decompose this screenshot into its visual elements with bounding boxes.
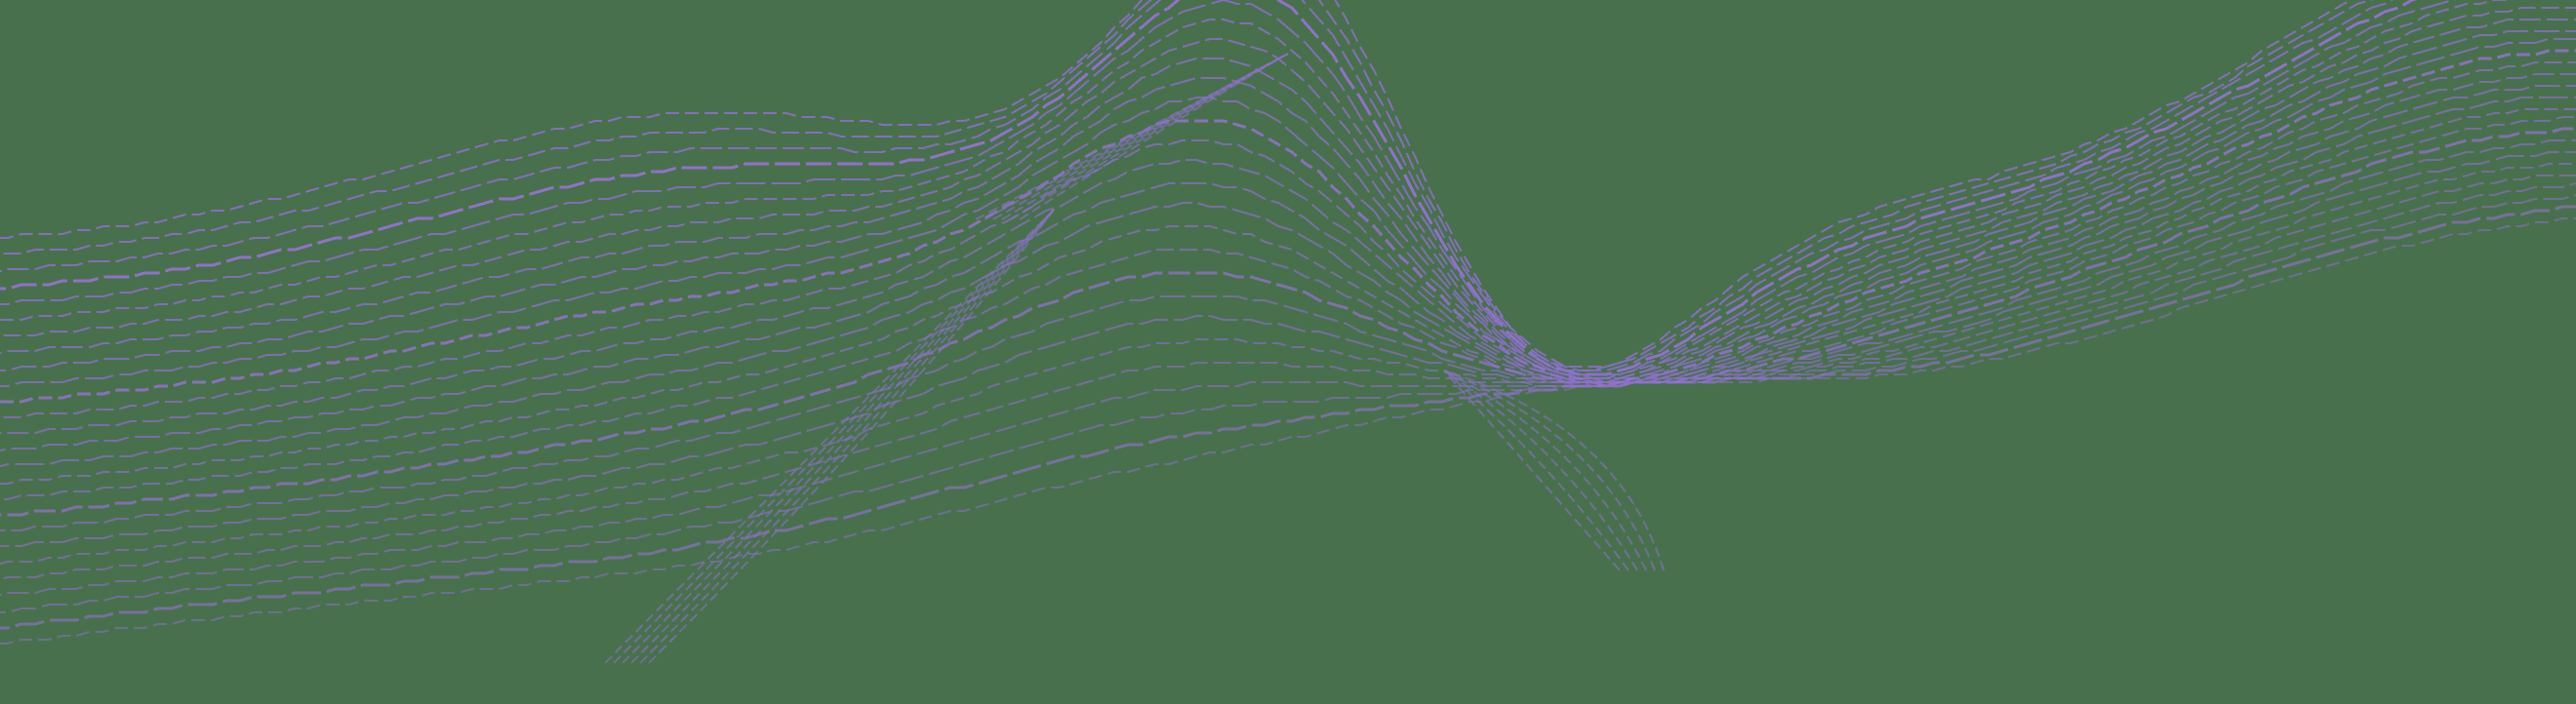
wave-beam-line: [1443, 370, 1638, 571]
wave-line: [0, 182, 2576, 597]
wave-line: [0, 127, 2576, 517]
wave-beam-line: [648, 209, 1055, 664]
wave-line: [0, 108, 2576, 485]
wave-beam-line: [622, 209, 1055, 664]
wave-line: [0, 139, 2576, 531]
wave-beam-line: [1443, 370, 1630, 571]
wave-line: [0, 194, 2576, 613]
wave-line: [0, 217, 2576, 645]
wave-line: [0, 0, 2354, 368]
wave-line: [0, 97, 2576, 468]
wave-line: [0, 0, 2512, 379]
wave-line: [0, 163, 2576, 566]
wave-lines-group: [0, 0, 2576, 664]
wave-beam-line: [630, 209, 1055, 664]
wave-line: [0, 73, 2576, 434]
wave-line: [0, 49, 2576, 404]
wave-line: [0, 61, 2576, 418]
wave-line: [0, 38, 2576, 387]
wave-line: [0, 85, 2576, 452]
wave-line: [0, 205, 2576, 630]
wave-beam-line: [613, 209, 1055, 664]
wave-line: [0, 7, 2576, 379]
wave-beam-line: [1443, 370, 1621, 571]
wave-beam-line: [639, 209, 1055, 664]
wave-beam-line: [1443, 370, 1665, 571]
wave-line: [0, 151, 2576, 547]
wave-line: [0, 116, 2576, 500]
wave-line: [0, 19, 2576, 379]
wave-line: [0, 30, 2576, 384]
wave-beam-line: [1443, 370, 1647, 571]
wave-line: [0, 0, 2418, 376]
wave-beam-line: [984, 53, 1289, 220]
wave-line: [0, 174, 2576, 581]
wave-beam-line: [975, 53, 1289, 220]
wave-line: [0, 0, 2457, 375]
wave-beam-line: [604, 209, 1055, 664]
wave-line: [0, 0, 2395, 372]
wave-beam-line: [1443, 370, 1656, 571]
wave-line: [0, 0, 2374, 372]
wave-beam-line: [1019, 53, 1289, 220]
